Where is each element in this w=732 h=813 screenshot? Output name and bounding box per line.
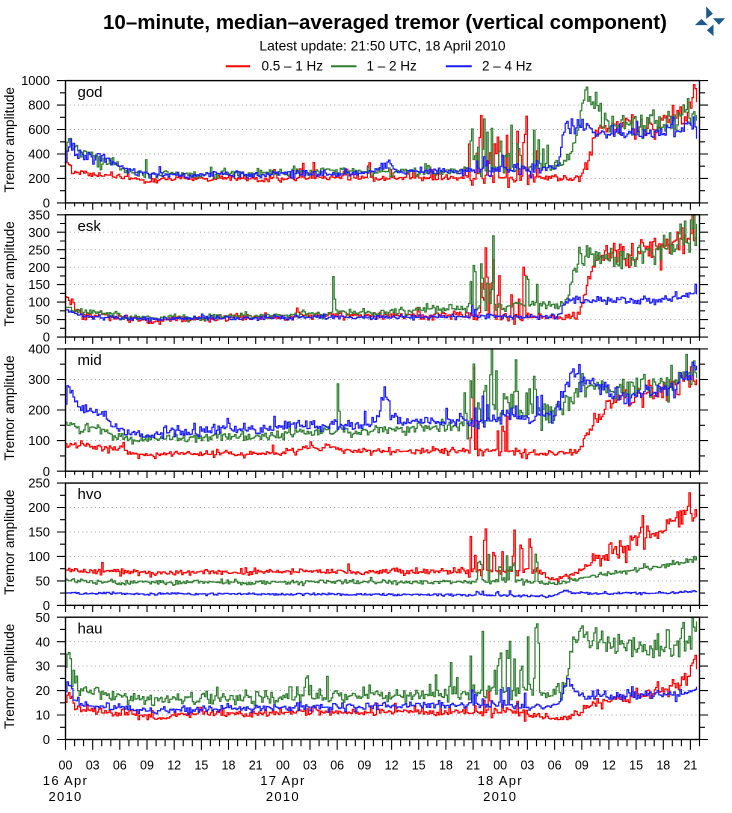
svg-text:200: 200: [28, 171, 50, 186]
svg-text:0: 0: [43, 598, 50, 613]
svg-text:12: 12: [602, 759, 616, 773]
svg-text:2010: 2010: [48, 789, 82, 804]
svg-text:Tremor amplitude: Tremor amplitude: [2, 221, 17, 326]
svg-text:800: 800: [28, 98, 50, 113]
svg-text:2010: 2010: [266, 789, 300, 804]
svg-text:Tremor amplitude: Tremor amplitude: [2, 87, 17, 192]
svg-text:03: 03: [520, 759, 534, 773]
svg-text:30: 30: [36, 659, 50, 674]
svg-text:Latest update: 21:50 UTC, 18 A: Latest update: 21:50 UTC, 18 April 2010: [259, 39, 506, 54]
svg-text:40: 40: [36, 634, 50, 649]
svg-text:200: 200: [28, 500, 50, 515]
svg-text:50: 50: [36, 574, 50, 589]
svg-text:400: 400: [28, 147, 50, 162]
svg-text:06: 06: [330, 759, 344, 773]
svg-text:00: 00: [493, 759, 507, 773]
svg-text:0.5 – 1 Hz: 0.5 – 1 Hz: [262, 59, 324, 74]
svg-text:250: 250: [28, 476, 50, 491]
svg-text:12: 12: [385, 759, 399, 773]
svg-text:06: 06: [113, 759, 127, 773]
svg-text:2 – 4 Hz: 2 – 4 Hz: [482, 59, 533, 74]
svg-text:03: 03: [303, 759, 317, 773]
svg-text:21: 21: [249, 759, 263, 773]
svg-text:15: 15: [412, 759, 426, 773]
svg-text:0: 0: [43, 196, 50, 211]
svg-text:21: 21: [466, 759, 480, 773]
svg-text:250: 250: [28, 242, 50, 257]
svg-text:09: 09: [575, 759, 589, 773]
svg-text:15: 15: [194, 759, 208, 773]
svg-text:100: 100: [28, 549, 50, 564]
svg-text:09: 09: [357, 759, 371, 773]
svg-text:18: 18: [656, 759, 670, 773]
svg-text:1 – 2 Hz: 1 – 2 Hz: [367, 59, 418, 74]
svg-text:12: 12: [167, 759, 181, 773]
svg-text:150: 150: [28, 277, 50, 292]
svg-text:god: god: [78, 84, 103, 101]
svg-text:16 Apr: 16 Apr: [43, 773, 88, 788]
svg-text:Tremor amplitude: Tremor amplitude: [2, 490, 17, 595]
svg-text:200: 200: [28, 403, 50, 418]
svg-text:10–minute, median–averaged tre: 10–minute, median–averaged tremor (verti…: [103, 11, 667, 34]
svg-text:100: 100: [28, 433, 50, 448]
svg-text:hau: hau: [78, 620, 103, 637]
svg-text:Tremor amplitude: Tremor amplitude: [2, 624, 17, 729]
svg-text:03: 03: [86, 759, 100, 773]
svg-text:600: 600: [28, 122, 50, 137]
svg-text:21: 21: [683, 759, 697, 773]
svg-text:18 Apr: 18 Apr: [478, 773, 523, 788]
svg-text:300: 300: [28, 372, 50, 387]
svg-text:150: 150: [28, 525, 50, 540]
svg-text:mid: mid: [78, 352, 102, 369]
svg-text:18: 18: [222, 759, 236, 773]
svg-text:10: 10: [36, 708, 50, 723]
svg-text:0: 0: [43, 464, 50, 479]
svg-text:hvo: hvo: [78, 486, 102, 503]
svg-text:2010: 2010: [483, 789, 517, 804]
svg-text:Tremor amplitude: Tremor amplitude: [2, 355, 17, 460]
svg-text:0: 0: [43, 330, 50, 345]
svg-text:100: 100: [28, 295, 50, 310]
svg-text:17 Apr: 17 Apr: [260, 773, 305, 788]
svg-text:0: 0: [43, 732, 50, 747]
svg-text:50: 50: [36, 312, 50, 327]
svg-text:00: 00: [276, 759, 290, 773]
svg-text:18: 18: [439, 759, 453, 773]
svg-text:esk: esk: [78, 218, 102, 235]
svg-text:00: 00: [59, 759, 73, 773]
svg-text:350: 350: [28, 207, 50, 222]
svg-text:300: 300: [28, 225, 50, 240]
svg-text:15: 15: [629, 759, 643, 773]
svg-text:06: 06: [548, 759, 562, 773]
svg-text:20: 20: [36, 683, 50, 698]
svg-text:400: 400: [28, 342, 50, 357]
svg-text:09: 09: [140, 759, 154, 773]
svg-text:1000: 1000: [21, 73, 50, 88]
svg-text:200: 200: [28, 260, 50, 275]
svg-text:50: 50: [36, 610, 50, 625]
